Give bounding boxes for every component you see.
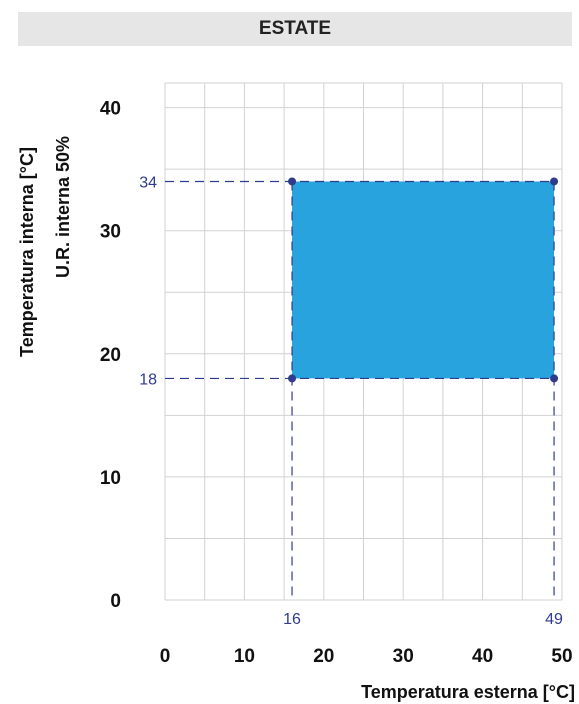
y-axis-title: Temperatura interna [°C]: [17, 147, 37, 357]
y-axis-subtitle: U.R. interna 50%: [53, 136, 73, 278]
y-tick-label: 40: [100, 99, 121, 120]
operating-region-fill: [292, 181, 555, 379]
x-tick-label: 30: [393, 646, 414, 667]
operating-region: [292, 181, 555, 379]
chart-title-bar: ESTATE: [18, 12, 572, 46]
region-corner-point: [288, 177, 297, 186]
ref-label-y-max: 34: [139, 174, 157, 191]
region-corner-point: [288, 374, 297, 383]
y-tick-label: 0: [110, 591, 121, 612]
x-axis-title: Temperatura esterna [°C]: [361, 682, 575, 702]
ref-label-y-min: 18: [139, 371, 157, 388]
x-tick-label: 10: [234, 646, 255, 667]
tick-labels: 0 10 20 30 40 50 0 10 20 30 40: [100, 99, 573, 667]
x-tick-label: 40: [472, 646, 493, 667]
region-corner-point: [550, 374, 559, 383]
ref-label-x-min: 16: [283, 611, 301, 628]
y-tick-label: 20: [100, 345, 121, 366]
y-tick-label: 10: [100, 468, 121, 489]
x-tick-label: 20: [313, 646, 334, 667]
x-tick-label: 50: [551, 646, 572, 667]
region-corner-point: [550, 177, 559, 186]
reference-lines: 34 18 16 49: [139, 174, 563, 628]
y-tick-label: 30: [100, 222, 121, 243]
x-tick-label: 0: [160, 646, 171, 667]
ref-label-x-max: 49: [545, 611, 563, 628]
chart-title: ESTATE: [258, 18, 332, 39]
